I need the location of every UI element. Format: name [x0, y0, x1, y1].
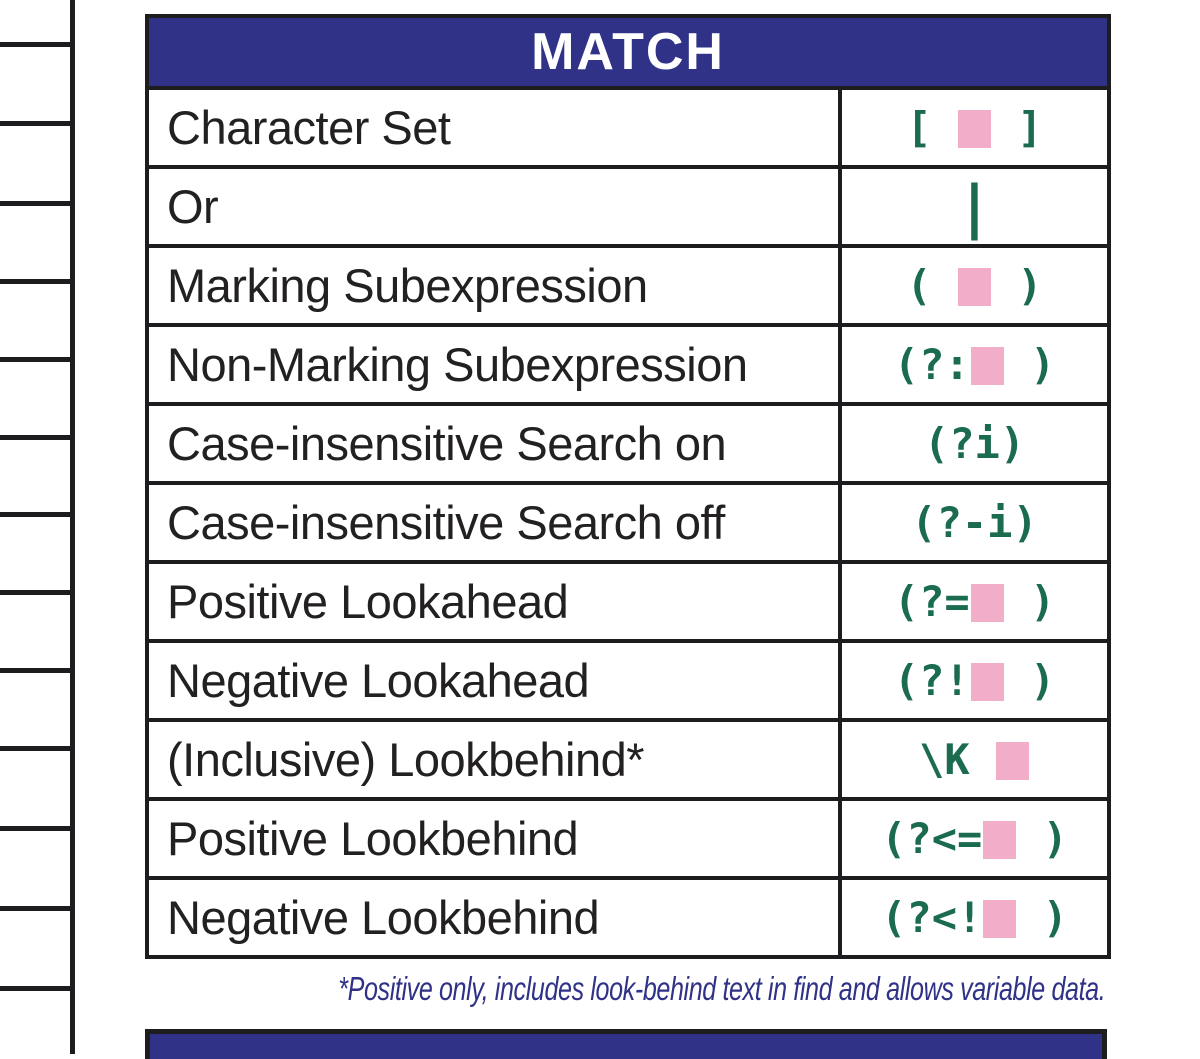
adjacent-table-row-line — [0, 986, 75, 991]
adjacent-table-row-line — [0, 357, 75, 362]
table-row: Character Set[ ] — [145, 86, 1112, 169]
row-label: Marking Subexpression — [145, 244, 842, 327]
adjacent-table-row-line — [0, 906, 75, 911]
row-regex-syntax: (?: ) — [837, 323, 1112, 406]
row-regex-syntax: (?! ) — [837, 639, 1112, 722]
footnote: *Positive only, includes look-behind tex… — [337, 970, 1105, 1007]
row-label: Positive Lookahead — [145, 560, 842, 643]
row-label: Or — [145, 165, 842, 248]
row-label: Non-Marking Subexpression — [145, 323, 842, 406]
row-regex-syntax: (?<! ) — [837, 876, 1112, 959]
table-title: MATCH — [144, 14, 1112, 90]
adjacent-table-row-line — [0, 435, 75, 440]
table-row: Negative Lookahead (?! ) — [145, 639, 1112, 722]
table-row: Positive Lookahead (?= ) — [145, 560, 1112, 643]
pattern-placeholder-square — [970, 663, 1004, 701]
row-regex-syntax: (?i) — [837, 402, 1112, 485]
row-regex-syntax: ( ) — [837, 244, 1112, 327]
row-regex-syntax: (?<= ) — [837, 797, 1112, 880]
table-row: (Inclusive) Lookbehind* \K — [145, 718, 1112, 801]
row-regex-syntax: [ ] — [837, 86, 1112, 169]
row-label: Negative Lookbehind — [145, 876, 842, 959]
pattern-placeholder-square — [958, 268, 991, 306]
pattern-placeholder-square — [970, 347, 1004, 385]
adjacent-table-row-line — [0, 42, 75, 47]
table-row: Marking Subexpression( ) — [145, 244, 1112, 327]
next-table-header-partial — [145, 1029, 1107, 1059]
pattern-placeholder-square — [958, 110, 991, 148]
table-row: Negative Lookbehind (?<! ) — [145, 876, 1112, 959]
adjacent-table-row-line — [0, 279, 75, 284]
adjacent-table-row-line — [0, 201, 75, 206]
adjacent-table-edge — [0, 0, 80, 1054]
table-row: Positive Lookbehind (?<= ) — [145, 797, 1112, 880]
row-regex-syntax: | — [837, 165, 1112, 248]
row-label: Case-insensitive Search on — [145, 402, 842, 485]
match-table: MATCH Character Set[ ] Or | Marking Subexpr… — [144, 14, 1112, 959]
adjacent-table-row-line — [0, 121, 75, 126]
table-row: Case-insensitive Search on (?i) — [145, 402, 1112, 485]
adjacent-table-row-line — [0, 668, 75, 673]
table-header-row: MATCH — [144, 14, 1112, 90]
table-row: Non-Marking Subexpression (?: ) — [145, 323, 1112, 406]
row-label: Negative Lookahead — [145, 639, 842, 722]
row-regex-syntax: (?-i) — [837, 481, 1112, 564]
adjacent-table-border-vertical — [70, 0, 75, 1054]
table-row: Or | — [145, 165, 1112, 248]
pattern-placeholder-square — [970, 584, 1004, 622]
adjacent-table-row-line — [0, 590, 75, 595]
adjacent-table-row-line — [0, 826, 75, 831]
adjacent-table-row-line — [0, 746, 75, 751]
row-label: Positive Lookbehind — [145, 797, 842, 880]
table-row: Case-insensitive Search off (?-i) — [145, 481, 1112, 564]
row-label: (Inclusive) Lookbehind* — [145, 718, 842, 801]
row-regex-syntax: (?= ) — [837, 560, 1112, 643]
row-label: Case-insensitive Search off — [145, 481, 842, 564]
row-label: Character Set — [145, 86, 842, 169]
pattern-placeholder-square — [983, 900, 1017, 938]
adjacent-table-row-line — [0, 512, 75, 517]
pattern-placeholder-square — [995, 742, 1029, 780]
pattern-placeholder-square — [983, 821, 1017, 859]
row-regex-syntax: \K — [837, 718, 1112, 801]
